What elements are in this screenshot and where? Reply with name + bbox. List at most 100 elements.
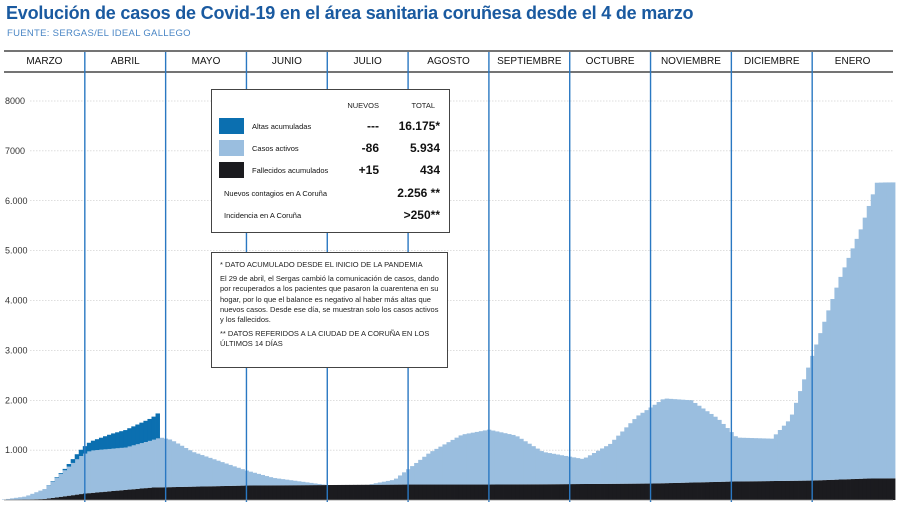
series-1-bar	[402, 472, 407, 485]
series-0-bar	[46, 498, 51, 500]
series-0-bar	[709, 482, 714, 500]
series-1-bar	[321, 484, 326, 486]
series-0-bar	[309, 485, 314, 500]
series-0-bar	[595, 483, 601, 500]
month-label-6: SEPTIEMBRE	[497, 56, 562, 67]
series-1-bar	[482, 430, 488, 485]
series-1-bar	[583, 457, 589, 484]
series-1-bar	[10, 498, 15, 500]
legend-new-activos: -86	[361, 141, 379, 155]
series-1-bar	[494, 431, 500, 485]
series-1-bar	[701, 408, 706, 483]
series-0-bar	[139, 488, 144, 500]
series-1-bar	[527, 443, 532, 485]
series-0-bar	[228, 485, 233, 500]
series-1-bar	[802, 379, 807, 481]
series-2-bar	[94, 439, 100, 451]
legend-box: NUEVOS TOTAL Altas acumuladas --- 16.175…	[211, 89, 450, 233]
series-1-bar	[46, 485, 51, 499]
series-1-bar	[499, 432, 504, 485]
series-1-bar	[709, 413, 714, 483]
series-0-bar	[858, 478, 864, 500]
legend-value-contagios: 2.256 **	[397, 186, 440, 200]
y-tick-label-6000: 6.000	[5, 196, 28, 206]
series-1-bar	[834, 287, 839, 480]
series-1-bar	[418, 459, 423, 485]
series-0-bar	[414, 484, 419, 500]
series-1-bar	[442, 444, 447, 485]
series-0-bar	[292, 485, 298, 500]
series-0-bar	[818, 480, 823, 500]
series-1-bar	[636, 415, 641, 484]
series-1-bar	[18, 497, 23, 500]
series-1-bar	[139, 443, 144, 489]
legend-total-fallecidos: 434	[419, 163, 440, 177]
series-0-bar	[438, 484, 443, 500]
series-1-bar	[503, 433, 508, 485]
series-0-bar	[834, 479, 839, 500]
series-1-bar	[753, 438, 759, 482]
series-0-bar	[276, 485, 282, 500]
series-1-bar	[410, 466, 415, 485]
series-1-bar	[507, 434, 512, 485]
series-0-bar	[688, 482, 694, 500]
notes-box: * DATO ACUMULADO DESDE EL INICIO DE LA P…	[211, 252, 448, 368]
series-0-bar	[199, 486, 205, 500]
series-0-bar	[494, 484, 500, 500]
series-1-bar	[179, 445, 185, 487]
series-0-bar	[527, 484, 532, 500]
series-1-bar	[276, 478, 282, 486]
series-0-bar	[878, 478, 884, 500]
series-0-bar	[466, 484, 472, 500]
series-2-bar	[127, 428, 132, 447]
series-1-bar	[103, 449, 108, 492]
series-0-bar	[798, 480, 803, 500]
series-0-bar	[135, 488, 140, 500]
series-1-bar	[628, 423, 633, 484]
series-0-bar	[523, 484, 528, 500]
series-1-bar	[426, 453, 431, 485]
series-1-bar	[296, 481, 302, 486]
series-0-bar	[737, 481, 742, 500]
series-1-bar	[115, 448, 120, 491]
month-label-1: ABRIL	[111, 56, 140, 67]
series-0-bar	[167, 487, 173, 500]
series-0-bar	[579, 484, 585, 500]
series-1-bar	[434, 448, 439, 485]
series-1-bar	[664, 398, 670, 484]
series-1-bar	[656, 402, 662, 484]
series-0-bar	[220, 486, 225, 500]
series-1-bar	[571, 457, 577, 485]
series-1-bar	[204, 456, 209, 487]
series-1-bar	[224, 463, 229, 486]
series-1-bar	[785, 421, 791, 481]
series-0-bar	[616, 483, 621, 500]
series-1-bar	[155, 438, 160, 488]
series-0-bar	[769, 481, 775, 500]
series-0-bar	[349, 484, 354, 500]
series-1-bar	[301, 481, 306, 486]
series-1-bar	[612, 439, 617, 484]
series-1-bar	[272, 478, 278, 486]
series-0-bar	[74, 494, 80, 500]
legend-swatch-activos	[219, 140, 244, 156]
series-0-bar	[171, 487, 177, 500]
series-1-bar	[616, 435, 621, 484]
legend-header-new: NUEVOS	[347, 101, 379, 110]
series-0-bar	[684, 482, 690, 500]
series-0-bar	[426, 484, 431, 500]
series-0-bar	[321, 485, 326, 500]
series-1-bar	[490, 430, 496, 485]
series-1-bar	[733, 436, 738, 482]
series-0-bar	[531, 484, 536, 500]
series-0-bar	[701, 482, 706, 500]
series-1-bar	[591, 453, 597, 484]
series-1-bar	[454, 437, 460, 485]
series-1-bar	[70, 462, 76, 496]
series-0-bar	[462, 484, 468, 500]
series-1-bar	[389, 480, 395, 485]
series-1-bar	[684, 399, 690, 483]
series-0-bar	[559, 484, 565, 500]
series-0-bar	[337, 484, 342, 500]
series-1-bar	[171, 441, 177, 488]
